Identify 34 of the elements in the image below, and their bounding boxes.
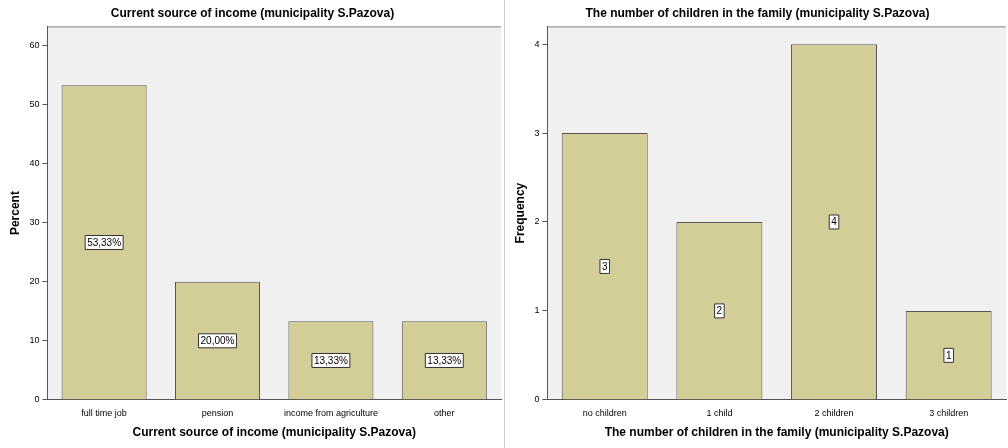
chart-title: Current source of income (municipality S.Pazova) xyxy=(110,5,395,20)
y-tick-label: 4 xyxy=(534,38,540,49)
y-tick-label: 50 xyxy=(29,99,40,110)
y-tick-label: 40 xyxy=(29,158,40,169)
x-axis-title: The number of children in the family (municipality S.Pazova) xyxy=(604,425,949,440)
x-tick-label: no children xyxy=(582,407,627,418)
chart-title: The number of children in the family (municipality S.Pazova) xyxy=(585,5,930,20)
x-tick-label: 1 child xyxy=(706,407,733,418)
y-tick-label: 2 xyxy=(534,216,540,227)
data-label: 1 xyxy=(945,349,952,361)
x-axis-title: Current source of income (municipality S.Pazova) xyxy=(132,425,416,440)
x-tick-label: other xyxy=(434,407,455,418)
data-label: 4 xyxy=(831,216,838,228)
y-tick-label: 0 xyxy=(34,394,40,405)
data-label: 20,00% xyxy=(200,335,235,347)
x-tick-label: full time job xyxy=(81,407,127,418)
y-axis-title: Percent xyxy=(7,191,22,236)
data-label: 13,33% xyxy=(313,354,348,366)
y-tick-label: 1 xyxy=(534,305,540,316)
y-tick-label: 0 xyxy=(534,394,540,405)
x-tick-label: income from agriculture xyxy=(283,407,378,418)
y-tick-label: 60 xyxy=(29,40,40,51)
x-tick-label: 2 children xyxy=(814,407,854,418)
y-tick-label: 20 xyxy=(29,276,40,287)
data-label: 3 xyxy=(601,260,608,272)
x-tick-label: pension xyxy=(201,407,234,418)
data-label: 53,33% xyxy=(87,236,122,248)
data-label: 2 xyxy=(716,305,723,317)
y-tick-label: 30 xyxy=(29,217,40,228)
y-tick-label: 10 xyxy=(29,335,40,346)
y-tick-label: 3 xyxy=(534,127,540,138)
x-tick-label: 3 children xyxy=(929,407,969,418)
y-axis-title: Frequency xyxy=(512,182,527,244)
data-label: 13,33% xyxy=(427,354,462,366)
